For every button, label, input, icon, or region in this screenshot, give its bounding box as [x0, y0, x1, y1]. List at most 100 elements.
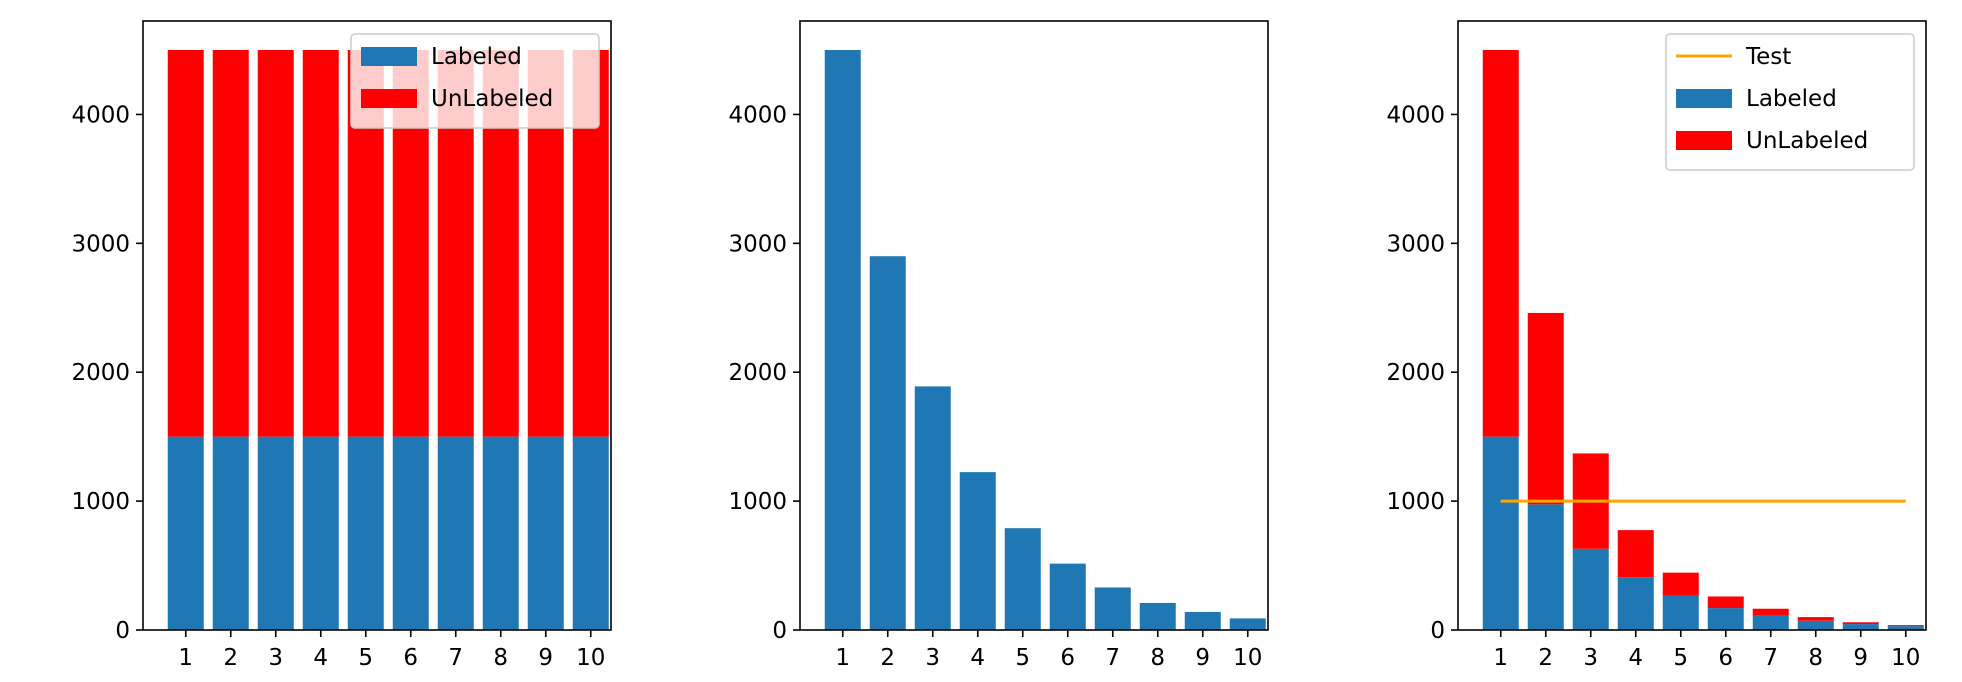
y-tick-label: 0: [772, 618, 787, 644]
x-tick-label: 4: [1628, 645, 1643, 671]
bar-series-8: [1139, 602, 1176, 630]
bar-labeled-3: [257, 436, 294, 630]
bar-labeled-2: [212, 436, 249, 630]
y-tick-label: 4000: [1386, 102, 1445, 128]
x-tick-label: 3: [1583, 645, 1598, 671]
bar-series-5: [1004, 528, 1041, 630]
legend-label-unlabeled: UnLabeled: [431, 86, 553, 112]
legend-label-test: Test: [1745, 44, 1791, 70]
bar-labeled-7: [1752, 615, 1789, 630]
bar-unlabeled-3: [257, 50, 294, 437]
bar-labeled-4: [1617, 577, 1654, 630]
bar-labeled-4: [302, 436, 339, 630]
chart-panel-1: 1 2 3 4 5 6 7 8 9 10 0 1000 2000 3000 4000 Labeled UnLab…: [71, 20, 612, 671]
x-tick-label: 3: [268, 645, 283, 671]
bar-unlabeled-1: [167, 50, 204, 437]
x-tick-label: 8: [1150, 645, 1165, 671]
y-tick-label: 0: [1430, 618, 1445, 644]
y-tick-label: 3000: [728, 231, 787, 257]
legend: Labeled UnLabeled: [350, 33, 600, 129]
bar-series-4: [959, 472, 996, 630]
bar-series-2: [869, 256, 906, 630]
y-tick-label: 4000: [71, 102, 130, 128]
x-tick-label: 2: [1538, 645, 1553, 671]
x-tick-label: 6: [1060, 645, 1075, 671]
bar-labeled-6: [1707, 608, 1744, 630]
bar-unlabeled-5: [1662, 572, 1699, 596]
x-tick-label: 6: [403, 645, 418, 671]
x-tick-label: 10: [576, 645, 605, 671]
bar-unlabeled-10: [1887, 625, 1924, 627]
y-tick-label: 4000: [728, 102, 787, 128]
legend-label-unlabeled: UnLabeled: [1746, 128, 1868, 154]
axes-frame: [799, 20, 1269, 631]
bar-series-6: [1049, 563, 1086, 630]
bar-series-10: [1229, 618, 1266, 630]
y-tick-label: 2000: [728, 360, 787, 386]
x-tick-label: 7: [1105, 645, 1120, 671]
legend-swatch-labeled: [361, 47, 417, 66]
bar-labeled-8: [1797, 620, 1834, 630]
bar-series-1: [824, 50, 861, 630]
bar-unlabeled-7: [1752, 608, 1789, 616]
bar-unlabeled-4: [1617, 530, 1654, 578]
axes-frame: [142, 20, 612, 631]
x-tick-label: 5: [1015, 645, 1030, 671]
bar-series-7: [1094, 587, 1131, 630]
x-tick-label: 8: [493, 645, 508, 671]
bar-series-3: [914, 386, 951, 630]
legend: Test Labeled UnLabeled: [1665, 33, 1915, 171]
x-tick-label: 10: [1891, 645, 1920, 671]
bar-labeled-5: [1662, 595, 1699, 630]
x-tick-label: 9: [1195, 645, 1210, 671]
x-tick-label: 4: [970, 645, 985, 671]
bar-labeled-9: [1842, 624, 1879, 630]
bar-labeled-1: [1482, 436, 1519, 630]
x-tick-label: 9: [538, 645, 553, 671]
y-tick-label: 0: [115, 618, 130, 644]
chart-panel-2: 1 2 3 4 5 6 7 8 9 10 0 1000 2000 3000 4000: [728, 20, 1269, 671]
x-tick-label: 1: [835, 645, 850, 671]
x-tick-label: 7: [1763, 645, 1778, 671]
x-tick-label: 7: [448, 645, 463, 671]
bar-unlabeled-6: [1707, 596, 1744, 609]
x-tick-label: 4: [313, 645, 328, 671]
legend-label-labeled: Labeled: [1746, 86, 1837, 112]
x-tick-label: 2: [223, 645, 238, 671]
legend-swatch-unlabeled: [361, 89, 417, 108]
bar-labeled-1: [167, 436, 204, 630]
bar-labeled-9: [527, 436, 564, 630]
bar-unlabeled-8: [1797, 617, 1834, 621]
y-tick-label: 3000: [71, 231, 130, 257]
y-tick-label: 1000: [71, 489, 130, 515]
legend-swatch-labeled: [1676, 89, 1732, 108]
bar-labeled-7: [437, 436, 474, 630]
bar-labeled-3: [1572, 548, 1609, 630]
bar-series-9: [1184, 611, 1221, 630]
x-tick-label: 5: [1673, 645, 1688, 671]
bar-labeled-10: [572, 436, 609, 630]
x-tick-label: 5: [358, 645, 373, 671]
legend-label-labeled: Labeled: [431, 44, 522, 70]
bar-labeled-10: [1887, 626, 1924, 630]
bar-unlabeled-9: [1842, 622, 1879, 625]
x-tick-label: 3: [925, 645, 940, 671]
x-tick-label: 8: [1808, 645, 1823, 671]
y-tick-label: 2000: [1386, 360, 1445, 386]
bar-unlabeled-1: [1482, 50, 1519, 437]
x-tick-label: 9: [1853, 645, 1868, 671]
bar-unlabeled-2: [1527, 312, 1564, 505]
x-tick-label: 2: [880, 645, 895, 671]
bar-labeled-8: [482, 436, 519, 630]
x-tick-label: 1: [1493, 645, 1508, 671]
y-tick-label: 1000: [728, 489, 787, 515]
x-tick-label: 10: [1233, 645, 1262, 671]
legend-swatch-unlabeled: [1676, 131, 1732, 150]
bar-unlabeled-2: [212, 50, 249, 437]
y-tick-label: 3000: [1386, 231, 1445, 257]
y-tick-label: 2000: [71, 360, 130, 386]
bar-labeled-2: [1527, 504, 1564, 630]
chart-panel-3: 1 2 3 4 5 6 7 8 9 10 0 1000 2000 3000 4000 Test Labeled U…: [1386, 20, 1927, 671]
x-tick-label: 6: [1718, 645, 1733, 671]
